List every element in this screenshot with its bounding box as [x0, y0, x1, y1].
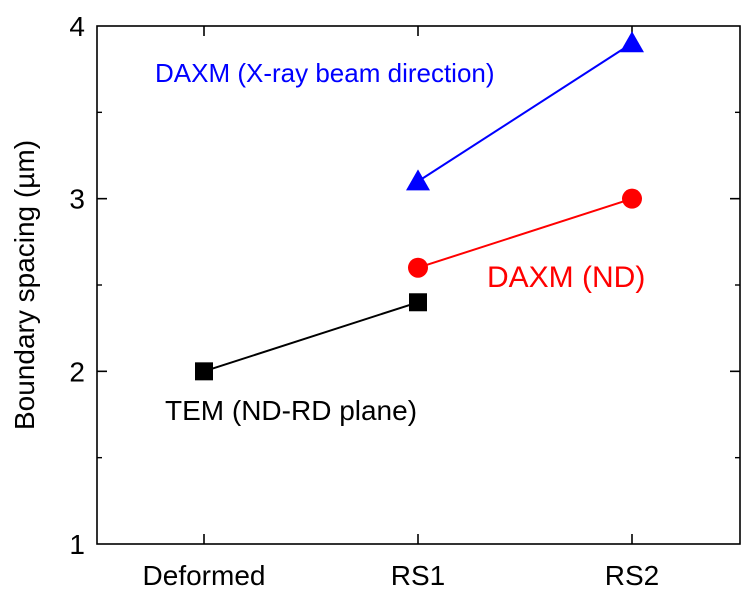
series-markers [195, 31, 644, 381]
data-point-triangle [406, 169, 430, 191]
data-point-circle [622, 188, 642, 209]
x-axis-ticks: Deformed RS1 RS2 [143, 26, 659, 591]
data-point-square [195, 362, 213, 381]
series-labels: TEM (ND-RD plane) DAXM (ND) DAXM (X-ray be… [155, 58, 645, 426]
series-line-circle [417, 197, 633, 269]
series-lines [203, 42, 633, 373]
y-tick-label: 2 [69, 356, 85, 387]
y-tick-label: 4 [69, 11, 85, 42]
series-label: TEM (ND-RD plane) [165, 395, 417, 426]
series-label: DAXM (X-ray beam direction) [155, 58, 495, 88]
series-label: DAXM (ND) [487, 261, 645, 294]
y-tick-label: 3 [69, 184, 85, 215]
x-tick-label: RS2 [605, 560, 659, 591]
x-tick-label: Deformed [143, 560, 266, 591]
data-point-triangle [620, 31, 644, 53]
x-tick-label: RS1 [391, 560, 445, 591]
y-axis-ticks: 1 2 3 4 [69, 11, 740, 560]
series-line-square [203, 301, 419, 373]
y-tick-label: 1 [69, 529, 85, 560]
series-line-triangle [417, 42, 633, 183]
data-point-square [409, 293, 427, 312]
data-point-circle [408, 257, 428, 278]
y-axis-label: Boundary spacing (µm) [9, 140, 40, 430]
